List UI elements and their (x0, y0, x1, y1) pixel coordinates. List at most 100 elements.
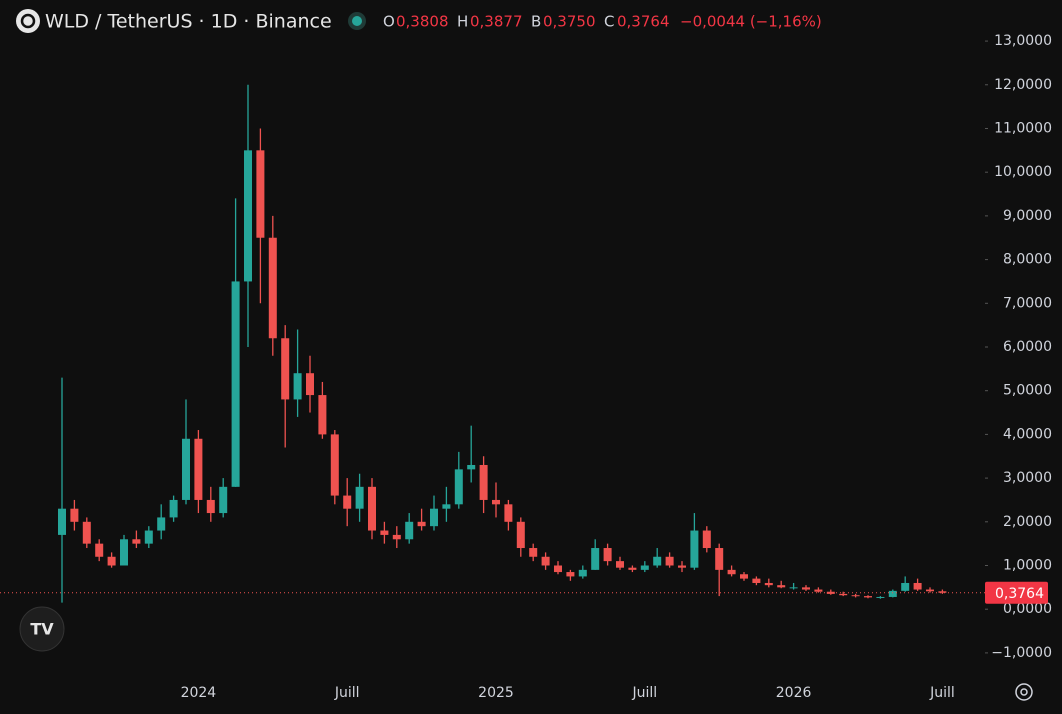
status-dot (352, 16, 362, 26)
candle-body (219, 486, 228, 514)
candle-body (554, 565, 562, 573)
candle-body (169, 499, 178, 518)
candle-body (467, 464, 476, 470)
candle-body (665, 556, 674, 566)
candle-body (702, 530, 711, 549)
candle-body (144, 530, 153, 544)
y-tick-label: 4,0000 (1003, 426, 1052, 442)
candle-body (851, 595, 860, 597)
candle-body (454, 469, 463, 505)
y-tick-label: −1,0000 (991, 645, 1052, 661)
candle-body (777, 585, 786, 588)
x-tick-label: Juill (929, 685, 955, 701)
candle-body (58, 508, 66, 535)
candle-body (901, 582, 910, 591)
y-tick-label: 11,0000 (994, 120, 1052, 136)
y-tick-label: 5,0000 (1003, 383, 1052, 399)
candle-body (380, 530, 389, 535)
candle-body (504, 504, 513, 522)
ohlc-label: H (457, 13, 468, 31)
candle-body (70, 508, 79, 522)
x-tick-label: 2026 (776, 685, 812, 701)
candle-body (442, 504, 451, 509)
candle-body (640, 565, 649, 570)
y-tick-label: 13,0000 (994, 33, 1052, 49)
y-tick-label: 1,0000 (1003, 558, 1052, 574)
candle-body (392, 534, 401, 540)
settings-icon-center (1020, 688, 1028, 696)
candle-body (430, 508, 438, 527)
plot: 13,0000 12,0000 11,0000 10,0000 9,0000 8,0000… (0, 33, 1052, 701)
ohlc-value: 0,3808 (396, 13, 449, 31)
y-tick-label: 6,0000 (1003, 339, 1052, 355)
candle-body (591, 548, 600, 570)
candle-body (913, 582, 922, 590)
candle-body (492, 499, 500, 505)
candle-body (578, 569, 587, 577)
settings-icon[interactable] (1015, 683, 1033, 701)
candle-body (479, 464, 488, 500)
x-tick-label: Juill (334, 685, 360, 701)
candle-body (616, 561, 624, 568)
candle-body (764, 582, 773, 586)
candle-body (752, 578, 761, 583)
candle-body (876, 596, 885, 598)
candle-body (715, 548, 724, 570)
candle-body (628, 567, 637, 570)
candle-body (157, 517, 166, 531)
candle-body (529, 548, 538, 557)
candle-body (231, 281, 240, 487)
y-tick-label: 7,0000 (1003, 295, 1052, 311)
candle-body (281, 338, 290, 400)
candle-body (888, 590, 897, 597)
candle-body (690, 530, 699, 568)
candle-body (814, 589, 823, 592)
tv-logo (19, 606, 65, 652)
candle-body (132, 539, 141, 544)
last-price-tag (985, 581, 1048, 604)
candle-body (330, 434, 339, 496)
candle-body (107, 556, 116, 566)
candle-body (256, 150, 265, 238)
y-tick-label: 2,0000 (1003, 514, 1052, 530)
candle-body (306, 373, 314, 396)
y-tick-label: 3,0000 (1003, 470, 1052, 486)
candle-body (727, 569, 736, 575)
candle-body (678, 565, 686, 568)
candle-body (541, 556, 550, 566)
candle-body (839, 593, 848, 596)
candle-body (566, 572, 575, 577)
candle-body (926, 589, 934, 592)
y-tick-label: 12,0000 (994, 77, 1052, 93)
ohlc-value: 0,3764 (617, 13, 670, 31)
candle-body (653, 556, 662, 566)
ohlc-value: 0,3750 (543, 13, 596, 31)
symbol-logo (16, 9, 40, 33)
ohlc-label: B (531, 13, 541, 31)
candle-body (802, 587, 810, 590)
tv-logo-mark: TV (30, 620, 54, 639)
y-tick-label: 9,0000 (1003, 208, 1052, 224)
y-tick-label: 10,0000 (994, 164, 1052, 180)
candle-body (268, 237, 277, 339)
candle-body (516, 521, 525, 549)
candle-body (182, 438, 190, 500)
candle-body (826, 591, 835, 594)
candle-body (120, 539, 128, 566)
chart-title: WLD / TetherUS · 1D · Binance (45, 11, 332, 33)
x-tick-label: Juill (631, 685, 657, 701)
candle-body (343, 495, 352, 509)
candle-body (789, 587, 798, 589)
candle-body (355, 486, 364, 509)
candle-body (206, 499, 215, 514)
candle-body (603, 548, 612, 562)
candle-body (95, 543, 104, 557)
candle-body (417, 521, 426, 527)
candle-body (368, 486, 376, 531)
x-tick-label: 2024 (181, 685, 217, 701)
y-tick-label: 8,0000 (1003, 252, 1052, 268)
candle-body (293, 373, 302, 400)
candle-body (194, 438, 203, 500)
